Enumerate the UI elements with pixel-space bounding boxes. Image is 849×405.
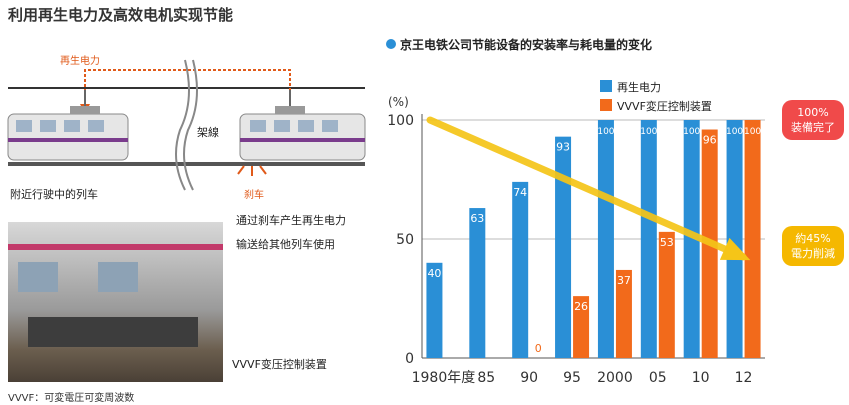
data-label-0-7: 100 [726, 127, 743, 137]
chart-bullet-icon [386, 39, 396, 49]
bar-1-7 [744, 120, 761, 358]
x-tick-6: 10 [692, 370, 710, 386]
data-label-0-1: 63 [470, 212, 484, 225]
trend-arrow-line [426, 116, 747, 261]
data-label-1-3: 26 [574, 300, 588, 313]
break-mark [175, 59, 190, 191]
bar-1-3 [573, 296, 590, 358]
chart-title: 京王电铁公司节能设备的安装率与耗电量的变化 [400, 38, 653, 52]
left-train-icon [7, 90, 129, 161]
x-tick-2: 90 [520, 370, 538, 386]
right-train-icon [237, 90, 366, 176]
callout-reduction-line2: 電力削減 [791, 247, 835, 260]
data-label-0-3: 93 [556, 141, 570, 154]
data-label-0-0: 40 [427, 267, 441, 280]
legend-swatch-regen [600, 80, 612, 92]
page-title: 利用再生电力及高效电机实现节能 [8, 6, 234, 24]
callout-complete-line2: 装備完了 [791, 121, 835, 134]
data-label-0-2: 74 [513, 186, 527, 199]
data-label-0-4: 100 [597, 127, 614, 137]
bar-0-3 [555, 136, 572, 358]
brake-spark-icon [237, 165, 267, 176]
x-tick-1: 85 [477, 370, 495, 386]
track [8, 162, 365, 166]
data-label-1-6: 96 [703, 134, 717, 147]
callout-reduction-line1: 約45% [795, 232, 831, 245]
photo-caption: VVVF变压控制装置 [232, 358, 327, 371]
bar-1-5 [658, 231, 675, 358]
y-tick-0: 0 [405, 351, 414, 367]
right-caption-line2: 输送给其他列车使用 [236, 238, 335, 251]
bar-0-0 [426, 262, 443, 358]
y-unit: (%) [388, 95, 409, 109]
callout-complete-line1: 100% [797, 106, 829, 119]
legend-swatch-vvvf [600, 99, 612, 111]
trend-arrow-head-icon [719, 237, 751, 261]
x-tick-5: 05 [649, 370, 667, 386]
callout-reduction: 約45% 電力削減 [782, 226, 844, 266]
bar-0-4 [597, 120, 614, 358]
callout-complete: 100% 装備完了 [782, 100, 844, 140]
brake-label: 刹车 [244, 190, 264, 201]
data-label-1-7: 100 [744, 127, 761, 137]
data-label-0-5: 100 [640, 127, 657, 137]
wire-label: 架線 [197, 125, 219, 139]
data-label-1-5: 53 [660, 236, 674, 249]
data-label-0-6: 100 [683, 127, 700, 137]
regen-label: 再生电力 [60, 56, 100, 67]
x-tick-4: 2000 [597, 370, 633, 386]
photo-footnote: VVVF：可変電圧可変周波数 [8, 393, 135, 404]
legend-label-vvvf: VVVF変圧控制装置 [617, 100, 712, 113]
bar-0-6 [683, 120, 700, 358]
bar-0-5 [640, 120, 657, 358]
data-label-1-2: 0 [535, 342, 542, 355]
vvvf-photo [8, 222, 223, 382]
data-label-1-4: 37 [617, 274, 631, 287]
legend-label-regen: 再生电力 [617, 81, 661, 94]
x-tick-7: 12 [735, 370, 753, 386]
bar-1-4 [615, 269, 632, 358]
right-caption-line1: 通过刹车产生再生电力 [236, 214, 346, 227]
bar-0-2 [512, 181, 529, 358]
y-tick-100: 100 [387, 113, 414, 129]
x-tick-0: 1980年度 [412, 370, 476, 386]
y-tick-50: 50 [396, 232, 414, 248]
bar-0-1 [469, 208, 486, 358]
bar-0-7 [726, 120, 743, 358]
left-train-caption: 附近行驶中的列车 [10, 188, 98, 201]
train-diagram: 架線 [7, 59, 366, 191]
x-tick-3: 95 [563, 370, 581, 386]
bar-chart: (%)050100401980年度63857409093269510037200… [387, 95, 765, 386]
